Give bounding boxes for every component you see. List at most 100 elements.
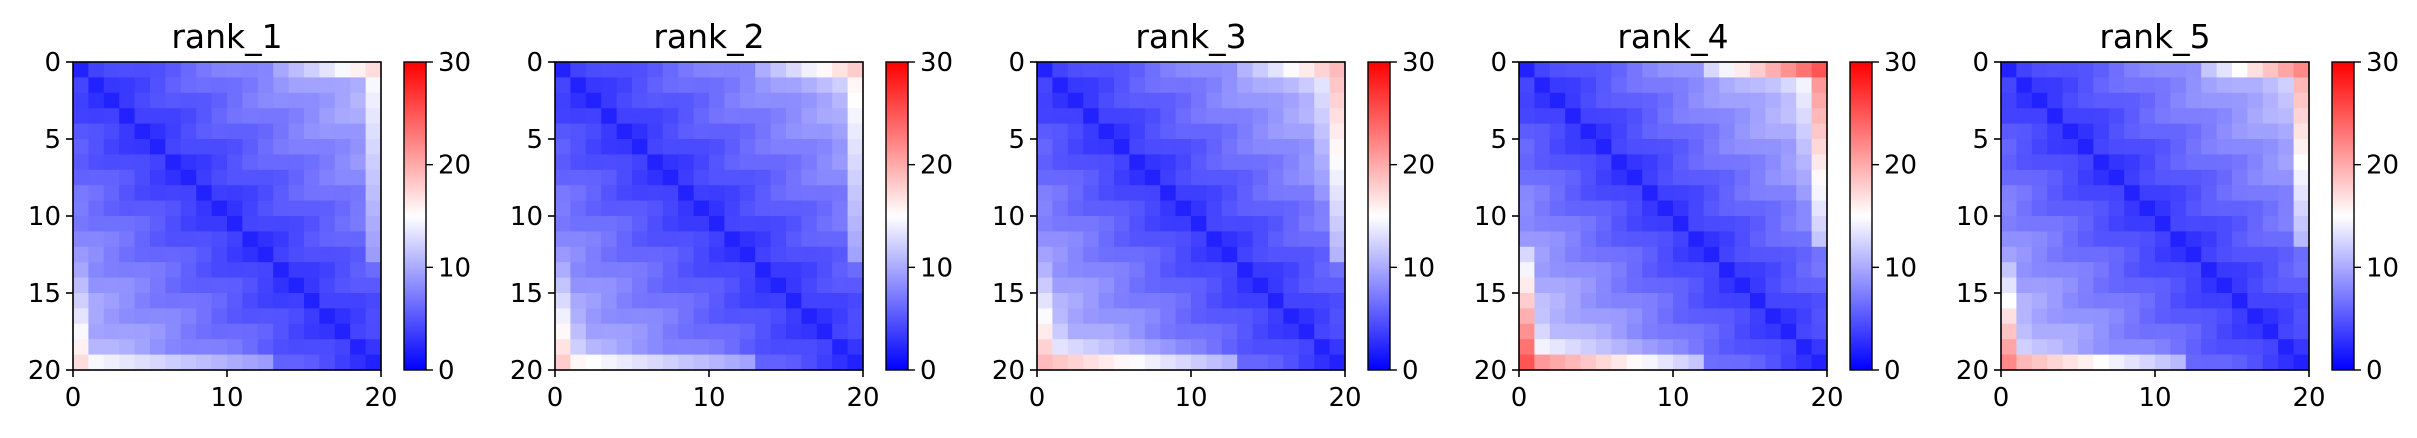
x-tick-label: 20 <box>2292 383 2325 413</box>
heatmap-cell <box>1283 216 1300 232</box>
heatmap-cell <box>1734 354 1751 371</box>
heatmap-cell <box>801 293 818 309</box>
heatmap-cell <box>350 169 367 186</box>
heatmap-cell <box>227 277 243 294</box>
heatmap-cell <box>2016 277 2033 294</box>
heatmap-cell <box>1175 62 1192 78</box>
heatmap-cell <box>755 62 772 78</box>
heatmap-cell <box>350 185 367 202</box>
heatmap-cell <box>570 154 587 171</box>
heatmap-cell <box>1037 108 1053 125</box>
heatmap-cell <box>334 200 351 217</box>
heatmap-cell <box>585 277 602 294</box>
heatmap-cell <box>365 246 382 263</box>
heatmap-cell <box>319 262 336 279</box>
heatmap-cell <box>616 246 633 263</box>
heatmap-cell <box>2047 277 2064 294</box>
heatmap-cell <box>1765 262 1782 279</box>
heatmap-cell <box>1580 246 1597 263</box>
heatmap-cell <box>1268 169 1284 186</box>
heatmap-cell <box>165 123 182 140</box>
heatmap-cell <box>1114 92 1130 109</box>
heatmap-cell <box>1534 339 1551 356</box>
heatmap-cell <box>816 262 833 279</box>
heatmap-cell <box>350 339 367 356</box>
heatmap-cell <box>709 262 725 279</box>
heatmap-cell <box>257 354 274 371</box>
heatmap-cell <box>1811 185 1828 202</box>
heatmap-cell <box>1565 108 1582 125</box>
heatmap-cell <box>570 169 587 186</box>
heatmap-cell <box>88 277 105 294</box>
heatmap-cell <box>88 185 105 202</box>
heatmap-cell <box>1719 108 1736 125</box>
heatmap-cell <box>2170 185 2187 202</box>
heatmap-cell <box>1519 246 1535 263</box>
heatmap-cell <box>1811 108 1828 125</box>
heatmap-cell <box>2001 77 2017 94</box>
heatmap-cell <box>165 200 182 217</box>
heatmap-cell <box>1780 92 1797 109</box>
heatmap-cell <box>662 123 679 140</box>
heatmap-cell <box>1703 354 1720 371</box>
colorbar-tick-label: 0 <box>438 356 455 386</box>
heatmap-cell <box>755 185 772 202</box>
heatmap-cell <box>693 293 710 309</box>
heatmap-cell <box>2031 339 2048 356</box>
heatmap-cell <box>2062 123 2079 140</box>
heatmap-cell <box>2124 339 2141 356</box>
heatmap-cell <box>1160 277 1177 294</box>
heatmap-cell <box>2139 169 2156 186</box>
heatmap-cell <box>1549 169 1566 186</box>
heatmap-cell <box>1160 308 1177 325</box>
heatmap-cell <box>334 339 351 356</box>
heatmap-cell <box>1314 231 1331 248</box>
heatmap-cell <box>1657 154 1674 171</box>
heatmap-cell <box>616 185 633 202</box>
heatmap-cell <box>2031 154 2048 171</box>
x-tick-label: 0 <box>1993 383 2010 413</box>
heatmap-cell <box>1796 293 1813 309</box>
heatmap-cell <box>1083 246 1100 263</box>
heatmap-cell <box>2278 231 2295 248</box>
heatmap-cell <box>1114 185 1130 202</box>
heatmap-cell <box>2262 354 2279 371</box>
heatmap-cell <box>1811 169 1828 186</box>
heatmap-cell <box>1052 169 1069 186</box>
heatmap-cell <box>134 354 151 371</box>
heatmap-cell <box>180 200 197 217</box>
heatmap-cell <box>1268 354 1284 371</box>
heatmap-cell <box>662 216 679 232</box>
heatmap-cell <box>1703 92 1720 109</box>
heatmap-cell <box>288 154 305 171</box>
heatmap-cell <box>1565 339 1582 356</box>
heatmap-cell <box>601 62 618 78</box>
heatmap-cell <box>1144 108 1161 125</box>
heatmap-cell <box>1037 339 1053 356</box>
heatmap-cell <box>165 185 182 202</box>
heatmap-cell <box>1626 185 1643 202</box>
heatmap-cell <box>1329 92 1346 109</box>
heatmap-cell <box>1719 185 1736 202</box>
heatmap-cell <box>1534 154 1551 171</box>
heatmap-cell <box>2001 323 2017 340</box>
heatmap-cell <box>180 216 197 232</box>
heatmap-cell <box>1268 92 1284 109</box>
heatmap-cell <box>2139 139 2156 155</box>
heatmap-cell <box>2170 293 2187 309</box>
heatmap-cell <box>2078 169 2094 186</box>
colorbar-tick-label: 20 <box>438 151 471 181</box>
heatmap-cell <box>1252 246 1269 263</box>
heatmap-cell <box>1596 216 1612 232</box>
heatmap-cell <box>1129 200 1146 217</box>
heatmap-cell <box>119 77 136 94</box>
heatmap-cell <box>1037 323 1053 340</box>
heatmap-cell <box>739 216 756 232</box>
heatmap-cell <box>678 262 695 279</box>
heatmap-cell <box>1206 216 1223 232</box>
heatmap-cell <box>1298 354 1315 371</box>
heatmap-cell <box>1657 339 1674 356</box>
heatmap-cell <box>1596 139 1612 155</box>
heatmap-cell <box>1626 231 1643 248</box>
heatmap-cell <box>211 262 228 279</box>
